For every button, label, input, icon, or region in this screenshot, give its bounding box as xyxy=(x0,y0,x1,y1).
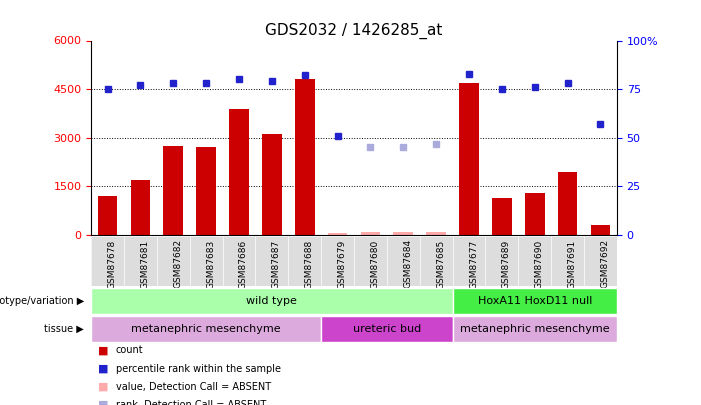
Text: GSM87679: GSM87679 xyxy=(338,239,346,289)
Text: count: count xyxy=(116,345,143,355)
Bar xyxy=(97,196,118,235)
Text: HoxA11 HoxD11 null: HoxA11 HoxD11 null xyxy=(477,296,592,306)
Bar xyxy=(492,198,512,235)
Text: value, Detection Call = ABSENT: value, Detection Call = ABSENT xyxy=(116,382,271,392)
Text: GSM87684: GSM87684 xyxy=(403,239,412,288)
Bar xyxy=(328,233,348,235)
Text: percentile rank within the sample: percentile rank within the sample xyxy=(116,364,280,373)
Text: ■: ■ xyxy=(98,364,109,373)
Text: GSM87687: GSM87687 xyxy=(272,239,281,289)
Bar xyxy=(295,79,315,235)
Text: metanephric mesenchyme: metanephric mesenchyme xyxy=(131,324,281,334)
Bar xyxy=(130,180,150,235)
Text: ureteric bud: ureteric bud xyxy=(353,324,421,334)
Bar xyxy=(558,172,578,235)
Text: rank, Detection Call = ABSENT: rank, Detection Call = ABSENT xyxy=(116,400,266,405)
Bar xyxy=(393,232,413,235)
Bar xyxy=(590,225,611,235)
Text: metanephric mesenchyme: metanephric mesenchyme xyxy=(460,324,610,334)
Bar xyxy=(196,147,216,235)
Bar xyxy=(163,146,183,235)
Text: wild type: wild type xyxy=(247,296,297,306)
Bar xyxy=(262,134,282,235)
Bar xyxy=(525,193,545,235)
Text: GSM87692: GSM87692 xyxy=(601,239,609,288)
Bar xyxy=(453,288,617,314)
Text: tissue ▶: tissue ▶ xyxy=(44,324,84,334)
Text: GSM87680: GSM87680 xyxy=(370,239,379,289)
Bar xyxy=(321,316,453,342)
Text: GSM87678: GSM87678 xyxy=(107,239,116,289)
Bar xyxy=(459,83,479,235)
Text: GSM87683: GSM87683 xyxy=(206,239,215,289)
Text: GSM87688: GSM87688 xyxy=(305,239,314,289)
Bar xyxy=(360,232,381,235)
Text: ■: ■ xyxy=(98,400,109,405)
Text: ■: ■ xyxy=(98,382,109,392)
Text: GSM87682: GSM87682 xyxy=(173,239,182,288)
Text: GSM87681: GSM87681 xyxy=(140,239,149,289)
Bar xyxy=(91,316,321,342)
Bar xyxy=(453,316,617,342)
Text: GSM87689: GSM87689 xyxy=(502,239,511,289)
Title: GDS2032 / 1426285_at: GDS2032 / 1426285_at xyxy=(265,23,443,39)
Text: ■: ■ xyxy=(98,345,109,355)
Text: GSM87691: GSM87691 xyxy=(568,239,577,289)
Bar xyxy=(91,288,453,314)
Text: GSM87686: GSM87686 xyxy=(239,239,248,289)
Text: GSM87677: GSM87677 xyxy=(469,239,478,289)
Text: GSM87690: GSM87690 xyxy=(535,239,544,289)
Text: GSM87685: GSM87685 xyxy=(436,239,445,289)
Bar xyxy=(229,109,249,235)
Text: genotype/variation ▶: genotype/variation ▶ xyxy=(0,296,84,306)
Bar xyxy=(426,232,446,235)
